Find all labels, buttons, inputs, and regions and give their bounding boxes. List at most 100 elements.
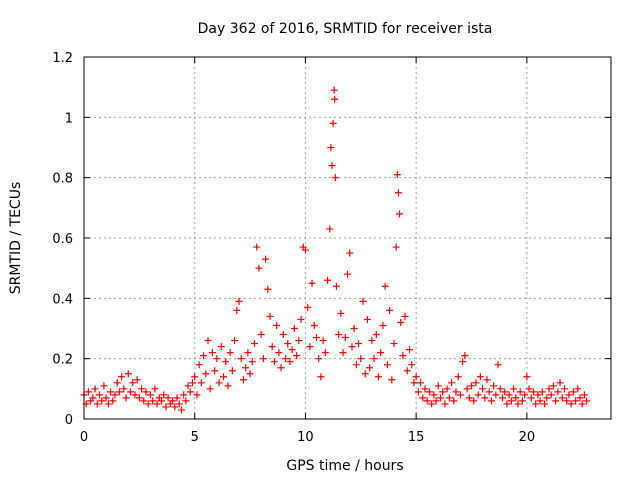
y-tick-label: 0.2	[52, 353, 73, 368]
data-point	[344, 270, 351, 278]
data-point	[525, 385, 533, 393]
data-point	[357, 355, 365, 363]
data-point	[394, 189, 402, 197]
data-point	[215, 379, 223, 387]
data-point	[293, 352, 301, 360]
data-point	[144, 400, 152, 408]
data-point	[530, 388, 537, 396]
data-point	[543, 394, 551, 402]
data-point	[184, 382, 192, 390]
data-point	[315, 355, 323, 363]
data-point	[118, 373, 126, 381]
data-point	[120, 385, 128, 393]
data-point	[574, 385, 582, 393]
data-point	[541, 400, 549, 408]
data-point	[173, 394, 181, 402]
data-point	[465, 394, 473, 402]
data-point	[379, 321, 387, 329]
data-point	[346, 249, 354, 257]
data-point	[393, 171, 401, 179]
data-point	[461, 352, 469, 360]
data-point	[113, 379, 121, 387]
data-point	[547, 391, 555, 399]
data-point	[401, 312, 409, 320]
data-point	[171, 403, 179, 411]
data-point	[399, 352, 407, 360]
data-point	[470, 397, 478, 405]
data-point	[437, 394, 444, 402]
y-tick-label: 0.6	[52, 232, 73, 247]
data-point	[197, 379, 205, 387]
data-point	[441, 400, 449, 408]
data-point	[202, 370, 210, 378]
data-point	[563, 397, 571, 405]
data-point	[443, 385, 451, 393]
data-point	[231, 337, 239, 345]
data-point	[472, 379, 480, 387]
data-point	[195, 361, 203, 369]
data-point	[501, 388, 509, 396]
data-point	[576, 394, 584, 402]
data-point	[403, 367, 411, 375]
data-point	[259, 355, 267, 363]
data-point	[434, 382, 442, 390]
data-point	[556, 379, 564, 387]
data-point	[468, 382, 475, 390]
data-point	[109, 397, 117, 405]
data-point	[270, 358, 278, 366]
data-point	[554, 388, 562, 396]
y-tick-label: 1.2	[52, 51, 73, 66]
data-point	[135, 394, 143, 402]
data-point	[98, 397, 106, 405]
data-point	[549, 382, 557, 390]
data-point	[390, 340, 398, 348]
y-tick-label: 0	[65, 413, 73, 428]
data-point	[518, 397, 526, 405]
data-point	[397, 318, 405, 326]
x-tick-label: 5	[191, 430, 199, 445]
data-point	[507, 397, 515, 405]
data-point	[328, 162, 336, 170]
data-point	[361, 370, 369, 378]
data-point	[319, 337, 327, 345]
data-point	[140, 397, 148, 405]
y-tick-label: 0.8	[52, 172, 73, 187]
data-point	[370, 355, 378, 363]
data-point	[264, 285, 272, 293]
data-point	[352, 361, 360, 369]
data-point	[332, 282, 340, 290]
data-point	[317, 373, 325, 381]
data-point	[510, 385, 518, 393]
data-point	[217, 343, 225, 351]
data-point	[226, 349, 234, 357]
data-point	[290, 325, 298, 332]
data-point	[133, 376, 141, 384]
data-point	[239, 376, 247, 384]
data-point	[505, 391, 513, 399]
data-point	[372, 331, 380, 339]
data-point	[450, 397, 458, 405]
data-point	[220, 373, 227, 381]
data-point	[248, 358, 256, 366]
data-point	[527, 394, 535, 402]
data-point	[569, 388, 577, 396]
data-point	[578, 400, 586, 408]
data-point	[329, 119, 337, 127]
data-point	[308, 279, 316, 287]
data-point	[224, 382, 232, 390]
data-point	[454, 373, 462, 381]
data-point	[368, 337, 376, 345]
data-point	[339, 349, 347, 357]
data-point	[277, 364, 285, 372]
data-point	[251, 340, 258, 348]
data-point	[115, 388, 123, 396]
data-point	[417, 379, 425, 387]
data-point	[211, 367, 219, 375]
data-point	[242, 364, 250, 372]
data-point	[341, 334, 349, 342]
data-point	[164, 394, 172, 402]
data-point	[111, 391, 119, 399]
data-point	[282, 355, 289, 363]
data-point	[84, 388, 92, 396]
